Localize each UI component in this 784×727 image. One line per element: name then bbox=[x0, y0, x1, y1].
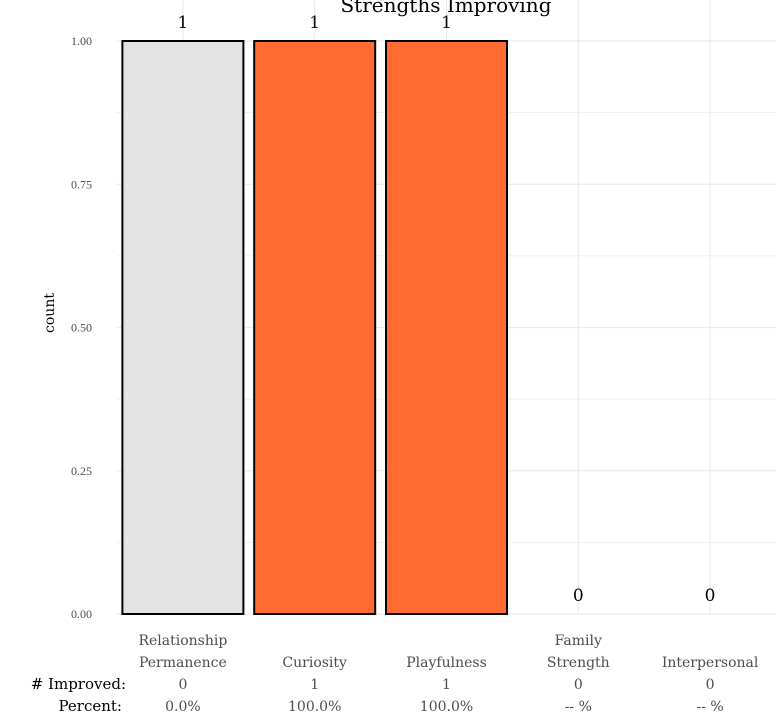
x-category-label: Curiosity bbox=[282, 655, 347, 671]
improved-count: 1 bbox=[310, 677, 319, 693]
x-category-label: Relationship bbox=[138, 633, 227, 649]
y-tick-label: 0.25 bbox=[71, 464, 92, 478]
improved-percent: -- % bbox=[565, 699, 592, 715]
improved-row-label: # Improved: bbox=[31, 675, 126, 693]
improved-percent: 100.0% bbox=[288, 699, 341, 715]
x-category-label: Playfulness bbox=[406, 655, 487, 671]
bar-count-label: 0 bbox=[705, 586, 716, 606]
bar-count-label: 1 bbox=[441, 13, 452, 33]
improved-percent: 100.0% bbox=[420, 699, 473, 715]
bar-count-label: 1 bbox=[177, 13, 188, 33]
improved-count: 1 bbox=[442, 677, 451, 693]
percent-row-label: Percent: bbox=[59, 697, 123, 715]
y-tick-label: 0.75 bbox=[71, 177, 92, 191]
bar bbox=[121, 40, 245, 615]
bar bbox=[385, 40, 508, 615]
y-axis-label: count bbox=[42, 293, 58, 333]
y-tick-label: 1.00 bbox=[71, 34, 92, 48]
x-category-label: Strength bbox=[547, 655, 610, 671]
y-tick-label: 0.50 bbox=[71, 321, 92, 335]
improved-count: 0 bbox=[574, 677, 583, 693]
improved-percent: 0.0% bbox=[165, 699, 201, 715]
improved-percent: -- % bbox=[696, 699, 723, 715]
bar-count-label: 0 bbox=[573, 586, 584, 606]
bar bbox=[253, 40, 377, 615]
x-category-label: Family bbox=[555, 633, 602, 649]
bar-count-label: 1 bbox=[309, 13, 320, 33]
chart-title: Strengths Improving bbox=[340, 0, 551, 17]
improved-count: 0 bbox=[706, 677, 715, 693]
improved-count: 0 bbox=[178, 677, 187, 693]
y-tick-label: 0.00 bbox=[71, 607, 92, 621]
x-category-label: Permanence bbox=[139, 655, 227, 671]
x-category-label: Interpersonal bbox=[662, 655, 759, 671]
